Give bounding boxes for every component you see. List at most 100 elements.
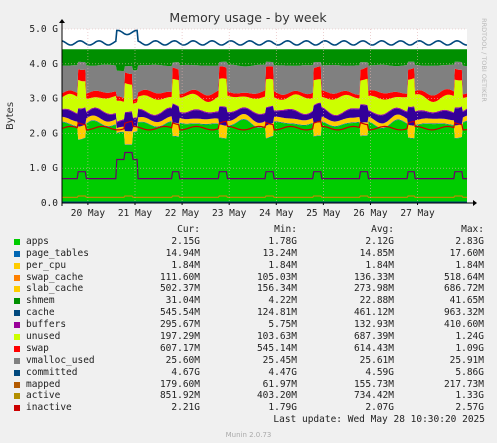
- legend-max: 5.86G: [455, 366, 484, 378]
- x-tick-label: 21 May: [118, 208, 153, 219]
- legend-name: shmem: [26, 295, 55, 307]
- munin-version: Munin 2.0.73: [225, 431, 272, 439]
- legend-name: committed: [26, 366, 78, 378]
- legend-cur: 607.17M: [159, 342, 200, 354]
- legend-swatch: [14, 357, 20, 364]
- legend-cur: 2.15G: [171, 235, 200, 247]
- legend-row: slab_cache 502.37M 156.34M 273.98M 686.72M: [12, 283, 490, 295]
- legend-row: swap_cache 111.60M 105.03M 136.33M 518.64M: [12, 272, 490, 284]
- legend-row: buffers 295.67M 5.75M 132.93M 410.60M: [12, 319, 490, 331]
- legend-min: 105.03M: [256, 271, 297, 283]
- legend-name: active: [26, 390, 61, 402]
- legend-max: 963.32M: [443, 307, 484, 319]
- legend-cur: 179.60M: [159, 378, 200, 390]
- legend-max: 25.91M: [449, 354, 484, 366]
- legend-name: swap_cache: [26, 271, 84, 283]
- area-unused: [62, 61, 467, 100]
- legend-max: 41.65M: [449, 295, 484, 307]
- legend-avg: 22.88M: [359, 295, 394, 307]
- y-tick-label: 5.0 G: [29, 24, 58, 35]
- legend-min: 1.79G: [268, 402, 297, 414]
- legend-avg: 2.07G: [365, 402, 394, 414]
- line-committed: [61, 29, 467, 46]
- legend-swatch: [14, 345, 20, 352]
- legend-cur: 31.04M: [165, 295, 200, 307]
- legend-avg: 132.93M: [353, 319, 394, 331]
- legend-swatch: [14, 286, 20, 293]
- legend-row: mapped 179.60M 61.97M 155.73M 217.73M: [12, 379, 490, 391]
- legend-swatch: [14, 274, 20, 281]
- legend-swatch: [14, 334, 20, 341]
- legend-name: inactive: [26, 402, 72, 414]
- legend-name: swap: [26, 342, 49, 354]
- x-tick-label: 26 May: [353, 208, 388, 219]
- area-buffers: [62, 66, 467, 104]
- y-axis-arrow: [59, 19, 65, 23]
- line-active: [62, 151, 467, 180]
- y-tick-label: 1.0 G: [29, 163, 58, 174]
- legend-max: 2.57G: [455, 402, 484, 414]
- chart-title: Memory usage - by week: [169, 10, 327, 25]
- y-axis-label: Bytes: [5, 102, 16, 130]
- x-tick-label: 25 May: [306, 208, 341, 219]
- area-apps: [62, 119, 467, 203]
- legend-min: 25.45M: [262, 354, 297, 366]
- legend-cur: 14.94M: [165, 247, 200, 259]
- legend-row: unused 197.29M 103.63M 687.39M 1.24G: [12, 331, 490, 343]
- legend-min: 1.78G: [268, 235, 297, 247]
- y-tick-label: 0.0: [41, 198, 58, 209]
- legend-name: slab_cache: [26, 283, 84, 295]
- legend-swatch: [14, 369, 20, 376]
- legend-avg: 25.61M: [359, 354, 394, 366]
- y-tick-label: 2.0 G: [29, 128, 58, 139]
- legend-avg: 273.98M: [353, 283, 394, 295]
- legend-avg: 1.84M: [365, 259, 394, 271]
- legend-avg: 155.73M: [353, 378, 394, 390]
- legend-row: per_cpu 1.84M 1.84M 1.84M 1.84M: [12, 260, 490, 272]
- legend-cur: 111.60M: [159, 271, 200, 283]
- legend-avg: 14.85M: [359, 247, 394, 259]
- legend-max: 686.72M: [443, 283, 484, 295]
- legend-cur: 545.54M: [159, 307, 200, 319]
- legend-min: 4.22M: [268, 295, 297, 307]
- legend-cur: 197.29M: [159, 331, 200, 343]
- legend-avg: 2.12G: [365, 235, 394, 247]
- legend-row: vmalloc_used 25.60M 25.45M 25.61M 25.91M: [12, 355, 490, 367]
- legend-cur: 295.67M: [159, 319, 200, 331]
- legend-header: Cur: Min: Avg: Max:: [12, 224, 490, 236]
- legend-name: vmalloc_used: [26, 354, 95, 366]
- legend-swatch: [14, 322, 20, 329]
- legend-min: 5.75M: [268, 319, 297, 331]
- legend-row: apps 2.15G 1.78G 2.12G 2.83G: [12, 236, 490, 248]
- header-min: Min:: [274, 224, 297, 235]
- line-mapped: [62, 195, 467, 198]
- last-update: Last update: Wed May 28 10:30:20 2025: [273, 414, 485, 425]
- y-tick-label: 3.0 G: [29, 94, 58, 105]
- legend-min: 124.81M: [256, 307, 297, 319]
- legend-row: cache 545.54M 124.81M 461.12M 963.32M: [12, 307, 490, 319]
- area-slab-cache: [62, 103, 467, 132]
- legend-name: apps: [26, 235, 49, 247]
- x-tick-label: 22 May: [165, 208, 200, 219]
- legend-swatch: [14, 250, 20, 257]
- legend-avg: 136.33M: [353, 271, 394, 283]
- legend-avg: 4.59G: [365, 366, 394, 378]
- x-tick-label: 27 May: [400, 208, 435, 219]
- legend-max: 1.33G: [455, 390, 484, 402]
- legend-avg: 687.39M: [353, 331, 394, 343]
- legend-cur: 851.92M: [159, 390, 200, 402]
- legend-min: 1.84M: [268, 259, 297, 271]
- legend-name: unused: [26, 331, 61, 343]
- legend-max: 1.24G: [455, 331, 484, 343]
- legend-name: cache: [26, 307, 55, 319]
- legend-row: committed 4.67G 4.47G 4.59G 5.86G: [12, 367, 490, 379]
- x-tick-label: 24 May: [259, 208, 294, 219]
- legend-swatch: [14, 381, 20, 388]
- legend-cur: 1.84M: [171, 259, 200, 271]
- legend-swatch: [14, 393, 20, 400]
- legend-swatch: [14, 238, 20, 245]
- legend-swatch: [14, 405, 20, 412]
- legend-cur: 502.37M: [159, 283, 200, 295]
- legend-min: 61.97M: [262, 378, 297, 390]
- line-series: [61, 29, 468, 203]
